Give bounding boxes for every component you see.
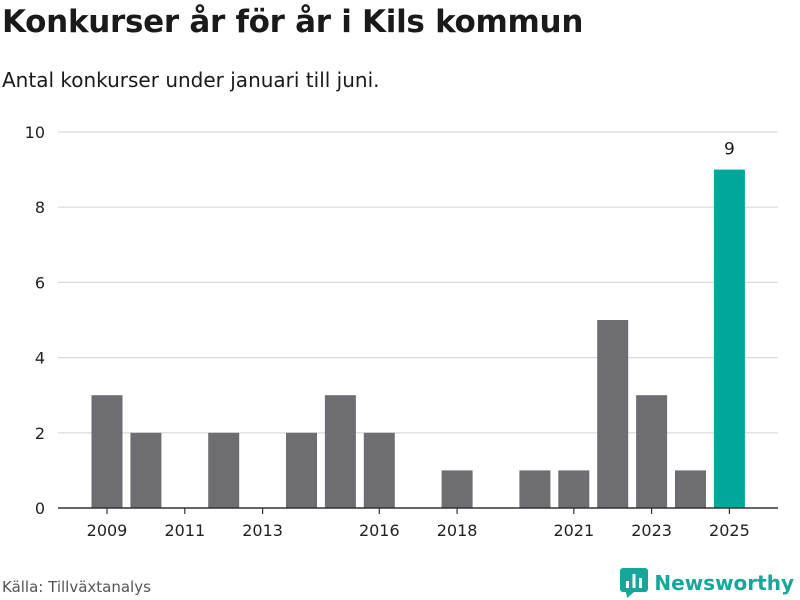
chart-title: Konkurser år för år i Kils kommun (2, 4, 584, 40)
bar-2020 (519, 470, 551, 508)
x-tick-label: 2023 (631, 521, 672, 540)
bar-2016 (363, 432, 395, 508)
bar-2015 (324, 395, 356, 508)
bar-2021 (558, 470, 590, 508)
bar-2023 (636, 395, 668, 508)
y-tick-label: 4 (35, 349, 45, 368)
x-tick-label: 2011 (164, 521, 205, 540)
y-tick-label: 0 (35, 499, 45, 518)
y-tick-label: 8 (35, 198, 45, 217)
x-tick-label: 2018 (437, 521, 478, 540)
y-tick-label: 10 (25, 123, 45, 142)
source-note: Källa: Tillväxtanalys (2, 578, 151, 596)
bar-2012 (208, 432, 240, 508)
y-axis-ticks: 0 2 4 6 8 10 (25, 123, 45, 518)
y-tick-label: 6 (35, 273, 45, 292)
bar-chart-logo-icon (620, 568, 649, 598)
x-axis: 2009 2011 2013 2016 2018 2021 2023 2025 (58, 507, 778, 540)
x-tick-label: 2016 (359, 521, 400, 540)
data-label: 9 (724, 140, 735, 160)
brand-logo: Newsworthy (620, 568, 794, 598)
brand-name: Newsworthy (654, 571, 794, 595)
bars (91, 169, 745, 508)
x-tick-label: 2021 (553, 521, 594, 540)
bar-2025 (713, 169, 745, 508)
bar-2024 (675, 470, 706, 508)
bar-2018 (441, 470, 473, 508)
bar-2009 (91, 395, 123, 508)
y-tick-label: 2 (35, 424, 45, 443)
bar-2022 (597, 320, 629, 508)
chart-subtitle: Antal konkurser under januari till juni. (2, 68, 380, 92)
x-tick-label: 2009 (87, 521, 128, 540)
grid-lines (58, 131, 778, 434)
x-tick-label: 2013 (242, 521, 283, 540)
data-labels: 9 (724, 140, 735, 160)
bar-2010 (130, 432, 162, 508)
x-tick-label: 2025 (709, 521, 750, 540)
bar-2014 (286, 432, 317, 508)
